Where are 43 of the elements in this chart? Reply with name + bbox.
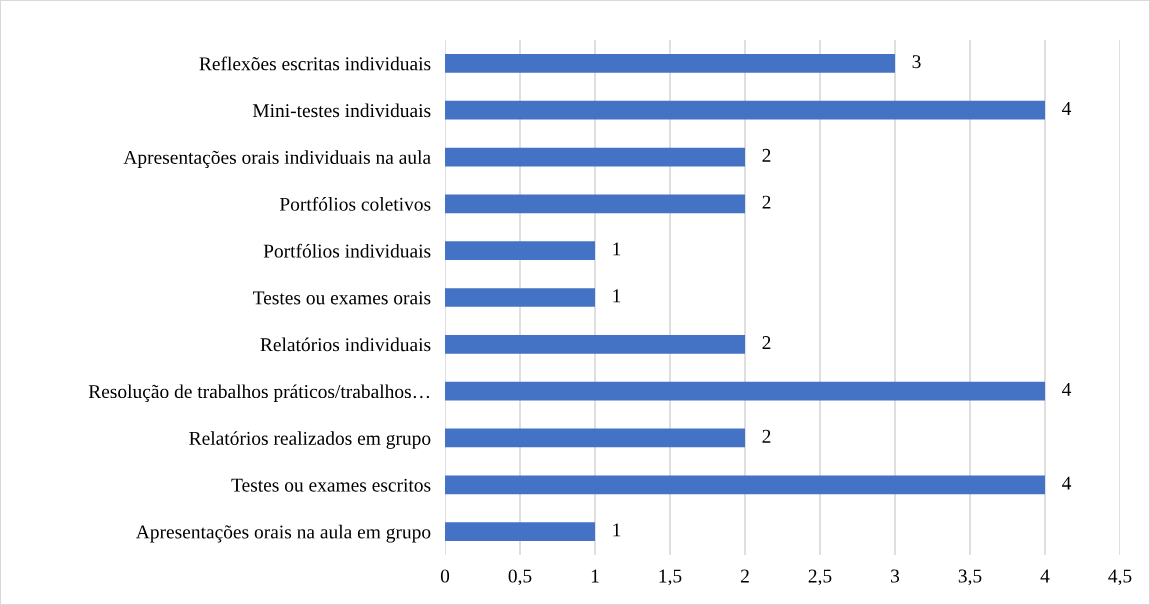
data-label: 2 <box>762 429 771 443</box>
x-tick-label: 1 <box>591 569 599 583</box>
x-tick-label: 4 <box>1040 569 1050 583</box>
bar <box>445 475 1045 495</box>
bar <box>445 100 1045 120</box>
data-label: 2 <box>762 195 771 209</box>
x-tick-label: 2 <box>740 569 749 583</box>
y-tick-label: Apresentações orais na aula em grupo <box>135 524 431 543</box>
y-tick-label: Portfólios coletivos <box>279 196 431 211</box>
x-tick-label: 3,5 <box>958 569 982 586</box>
x-tick-label: 4,5 <box>1108 569 1132 586</box>
data-label: 1 <box>613 289 621 303</box>
bar <box>445 54 895 73</box>
bar <box>445 522 595 541</box>
bar <box>445 428 745 448</box>
y-tick-label: Mini-testes individuais <box>252 103 431 118</box>
bar <box>445 288 595 307</box>
y-tick-label: Apresentações orais individuais na aula <box>123 150 431 168</box>
bar <box>445 241 595 261</box>
x-tick-label: 3 <box>891 569 900 583</box>
y-tick-label: Resolução de trabalhos práticos/trabalhos… <box>88 384 430 403</box>
data-label: 2 <box>762 148 771 162</box>
data-label: 2 <box>762 336 771 349</box>
y-tick-label: Testes ou exames escritos <box>231 478 431 492</box>
y-tick-label: Portfólios individuais <box>263 243 431 258</box>
data-label: 4 <box>1062 476 1072 490</box>
x-tick-label: 0 <box>440 569 450 583</box>
data-label: 4 <box>1062 102 1072 115</box>
bar <box>445 147 745 167</box>
data-label: 1 <box>613 523 621 537</box>
y-tick-label: Relatórios realizados em grupo <box>189 431 431 449</box>
y-tick-label: Reflexões escritas individuais <box>199 56 431 71</box>
x-tick-label: 2,5 <box>808 569 832 586</box>
x-tick-label: 0,5 <box>508 569 532 586</box>
y-tick-label: Testes ou exames orais <box>253 291 431 305</box>
data-label: 4 <box>1062 383 1072 396</box>
bar <box>445 334 745 354</box>
bar <box>445 381 1045 401</box>
y-tick-label: Relatórios individuais <box>260 337 431 352</box>
data-label: 1 <box>613 242 621 256</box>
bar <box>445 194 745 214</box>
x-tick-label: 1,5 <box>659 569 682 586</box>
data-label: 3 <box>912 55 921 69</box>
